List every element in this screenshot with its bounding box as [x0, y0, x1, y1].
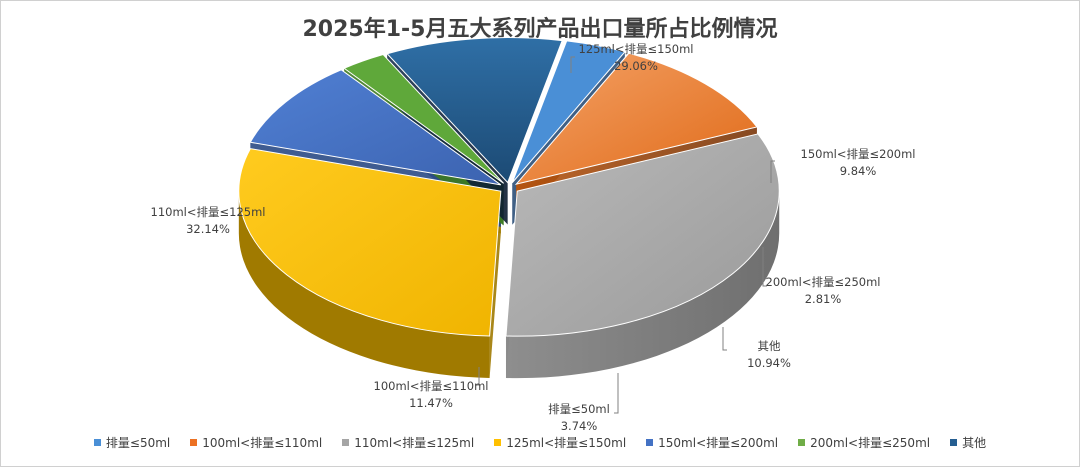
- data-label-value: 29.06%: [614, 59, 658, 73]
- pie-slice: [505, 133, 780, 337]
- pie-slice-side: [505, 191, 780, 379]
- pie-slice: [511, 40, 626, 184]
- pie-slice: [249, 69, 502, 186]
- data-label-category: 排量≤50ml: [548, 402, 610, 416]
- pie-slice-cut-face: [489, 191, 501, 379]
- legend-label: 200ml<排量≤250ml: [810, 436, 931, 450]
- legend-swatch: [93, 439, 101, 446]
- data-label-category: 150ml<排量≤200ml: [801, 147, 916, 161]
- legend-label: 排量≤50ml: [105, 436, 171, 450]
- pie-slice: [343, 54, 505, 184]
- pie-slice-side: [238, 191, 490, 379]
- data-label-category: 200ml<排量≤250ml: [766, 275, 881, 289]
- leader-line: [475, 367, 480, 386]
- legend-swatch: [646, 439, 654, 446]
- pie-slice: [514, 52, 758, 186]
- data-labels: 排量≤50ml 3.74% 100ml<排量≤110ml 11.47% 110ml<排量…: [151, 42, 916, 431]
- pie-top-layer: [238, 37, 780, 337]
- legend-item: 其他: [950, 434, 986, 451]
- chart-title: 2025年1-5月五大系列产品出口量所占比例情况: [302, 17, 778, 42]
- leader-line: [762, 247, 767, 287]
- legend-item: 125ml<排量≤150ml: [494, 434, 626, 451]
- legend-label: 150ml<排量≤200ml: [658, 436, 779, 450]
- legend-item: 排量≤50ml: [93, 434, 171, 451]
- legend-label: 其他: [962, 436, 987, 450]
- legend-swatch: [798, 439, 806, 446]
- legend-item: 150ml<排量≤200ml: [646, 434, 778, 451]
- pie-chart: 排量≤50ml 3.74% 100ml<排量≤110ml 11.47% 110ml<排量…: [151, 37, 916, 431]
- legend-label: 125ml<排量≤150ml: [506, 436, 627, 450]
- leader-line: [770, 160, 775, 183]
- data-label-value: 32.14%: [186, 222, 230, 236]
- legend-item: 100ml<排量≤110ml: [190, 434, 322, 451]
- data-label-value: 10.94%: [747, 356, 791, 370]
- legend: 排量≤50ml 100ml<排量≤110ml 110ml<排量≤125ml 125ml…: [1, 434, 1079, 451]
- legend-label: 110ml<排量≤125ml: [354, 436, 475, 450]
- leader-line: [614, 373, 619, 414]
- legend-swatch: [342, 439, 350, 446]
- data-label-value: 2.81%: [805, 292, 842, 306]
- data-label-value: 9.84%: [840, 164, 877, 178]
- leader-line: [570, 56, 575, 73]
- legend-swatch: [494, 439, 502, 446]
- leader-line: [722, 327, 727, 351]
- pie-slice: [238, 148, 502, 337]
- pie-slice: [386, 37, 563, 184]
- data-label-value: 11.47%: [409, 396, 453, 410]
- data-label-category: 其他: [758, 339, 781, 353]
- legend-item: 200ml<排量≤250ml: [798, 434, 930, 451]
- data-label-category: 110ml<排量≤125ml: [151, 205, 266, 219]
- legend-item: 110ml<排量≤125ml: [342, 434, 474, 451]
- legend-swatch: [190, 439, 198, 446]
- data-label-value: 3.74%: [561, 419, 598, 431]
- legend-label: 100ml<排量≤110ml: [202, 436, 323, 450]
- data-label-category: 125ml<排量≤150ml: [579, 42, 694, 56]
- data-label-category: 100ml<排量≤110ml: [374, 379, 489, 393]
- legend-swatch: [950, 439, 958, 446]
